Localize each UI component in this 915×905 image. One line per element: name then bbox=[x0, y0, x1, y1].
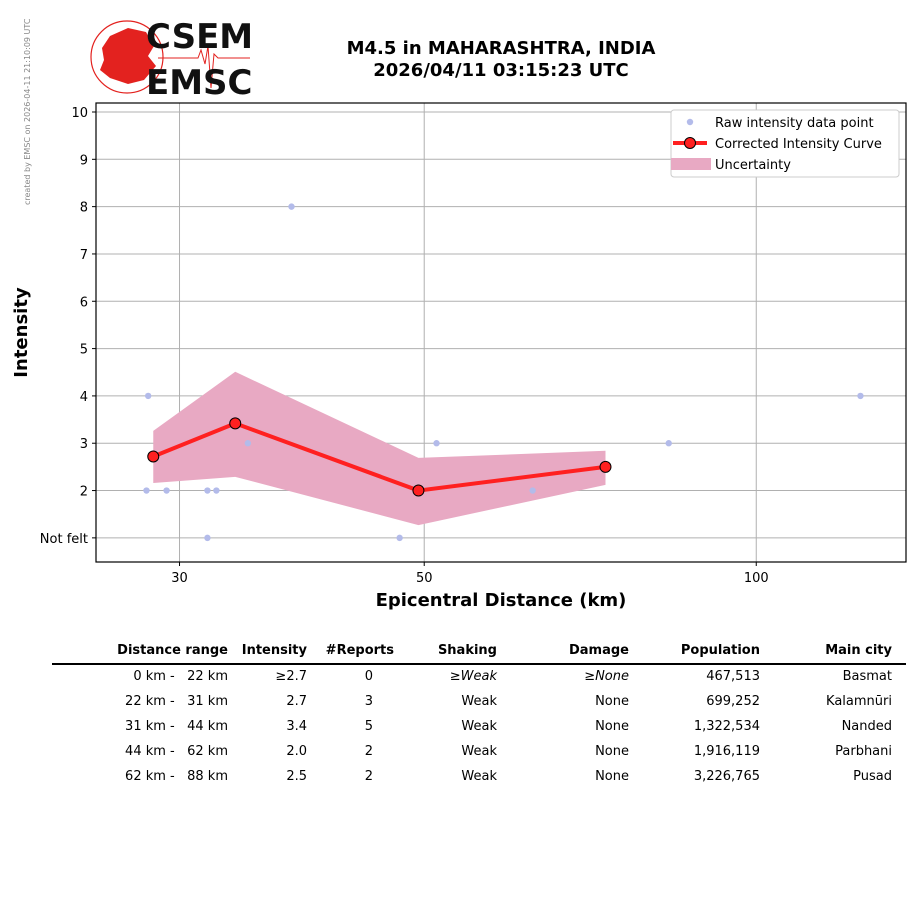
x-tick-label: 30 bbox=[171, 571, 188, 586]
raw-data-point bbox=[665, 440, 672, 447]
y-tick-label: 2 bbox=[80, 485, 88, 500]
table-cell: 1,322,534 bbox=[693, 719, 760, 734]
table-cell: 3,226,765 bbox=[693, 769, 760, 784]
table-cell: Kalamnūri bbox=[826, 694, 892, 709]
y-tick-label: 8 bbox=[80, 201, 88, 216]
raw-data-point bbox=[244, 440, 252, 447]
x-axis-label: Epicentral Distance (km) bbox=[376, 590, 627, 611]
column-header: Population bbox=[680, 643, 760, 658]
table-cell: 2.7 bbox=[286, 694, 307, 709]
raw-data-point bbox=[396, 534, 403, 542]
raw-data-point bbox=[433, 440, 440, 447]
table-cell: Weak bbox=[461, 719, 497, 734]
table-cell: 467,513 bbox=[706, 669, 760, 684]
y-tick-label: 6 bbox=[80, 295, 88, 310]
table-cell: 0 km - 22 km bbox=[133, 669, 228, 684]
raw-data-point bbox=[143, 487, 150, 494]
table-cell: 3.4 bbox=[286, 719, 307, 734]
table-cell: 31 km - 44 km bbox=[125, 719, 228, 734]
curve-point bbox=[599, 460, 612, 473]
legend-curve-marker bbox=[684, 137, 696, 149]
legend-raw-marker bbox=[686, 118, 694, 126]
column-header: Distance range bbox=[117, 643, 228, 658]
column-header: Intensity bbox=[241, 643, 307, 658]
legend-box bbox=[670, 109, 900, 178]
raw-data-point bbox=[163, 487, 170, 494]
raw-data-point bbox=[529, 487, 536, 494]
table-cell: 2 bbox=[364, 769, 373, 784]
y-tick-label: 3 bbox=[80, 437, 88, 452]
plot-frame bbox=[95, 102, 907, 563]
y-tick-label: 10 bbox=[71, 106, 88, 121]
table-cell: 2 bbox=[364, 744, 373, 759]
uncertainty-band bbox=[153, 371, 606, 526]
x-tick-label: 50 bbox=[416, 571, 433, 586]
table-cell: 5 bbox=[364, 719, 373, 734]
curve-point bbox=[147, 450, 160, 463]
table-cell: Nanded bbox=[841, 719, 892, 734]
table-cell: 2.5 bbox=[286, 769, 307, 784]
column-header: Shaking bbox=[437, 643, 497, 658]
legend-label: Raw intensity data point bbox=[715, 116, 874, 131]
legend-label: Corrected Intensity Curve bbox=[715, 137, 882, 152]
raw-data-point bbox=[144, 392, 152, 400]
column-header: Damage bbox=[568, 643, 629, 658]
table-cell: ≥2.7 bbox=[275, 669, 307, 684]
y-tick-label: 9 bbox=[80, 153, 88, 168]
column-header: #Reports bbox=[325, 643, 394, 658]
table-cell: 3 bbox=[364, 694, 373, 709]
table-cell: Weak bbox=[461, 694, 497, 709]
raw-data-point bbox=[204, 487, 211, 494]
y-tick-label: 4 bbox=[80, 390, 88, 405]
table-cell: Weak bbox=[461, 744, 497, 759]
legend-label: Uncertainty bbox=[715, 158, 791, 173]
table-cell: 2.0 bbox=[286, 744, 307, 759]
raw-data-point bbox=[213, 487, 220, 494]
raw-data-point bbox=[288, 203, 295, 210]
table-cell: ≥None bbox=[584, 669, 629, 684]
table-cell: Basmat bbox=[842, 669, 892, 684]
raw-data-point bbox=[204, 534, 211, 542]
table-cell: 1,916,119 bbox=[693, 744, 760, 759]
y-tick-label: 5 bbox=[80, 343, 88, 358]
chart-title: M4.5 in MAHARASHTRA, INDIA 2026/04/11 03… bbox=[300, 38, 702, 82]
y-axis-label: Intensity bbox=[11, 287, 32, 378]
table-cell: None bbox=[595, 769, 629, 784]
table-cell: Pusad bbox=[853, 769, 892, 784]
curve-point bbox=[412, 484, 425, 497]
y-tick-label: Not felt bbox=[40, 532, 88, 547]
table-cell: 22 km - 31 km bbox=[125, 694, 228, 709]
table-cell: None bbox=[595, 744, 629, 759]
table-header-rule bbox=[52, 663, 906, 665]
curve-point bbox=[229, 417, 242, 430]
table-cell: 44 km - 62 km bbox=[125, 744, 228, 759]
raw-data-point bbox=[857, 392, 864, 400]
legend-uncertainty-patch bbox=[671, 158, 711, 170]
table-cell: 0 bbox=[364, 669, 373, 684]
emsc-logo: CSEM EMSC bbox=[90, 18, 253, 98]
table-cell: 699,252 bbox=[706, 694, 760, 709]
svg-text:CSEM: CSEM bbox=[146, 18, 253, 57]
title-event: M4.5 in MAHARASHTRA, INDIA bbox=[346, 38, 656, 59]
title-datetime: 2026/04/11 03:15:23 UTC bbox=[373, 60, 629, 81]
intensity-chart: 30 50 100 Not felt 2 3 4 5 6 7 8 9 10 Epicentral Dist… bbox=[11, 102, 907, 611]
column-header: Main city bbox=[825, 643, 892, 658]
table-cell: Weak bbox=[461, 769, 497, 784]
svg-text:EMSC: EMSC bbox=[146, 63, 253, 98]
table-cell: None bbox=[595, 719, 629, 734]
x-tick-label: 100 bbox=[744, 571, 769, 586]
corrected-intensity-curve bbox=[152, 421, 606, 493]
table-cell: ≥Weak bbox=[449, 669, 497, 684]
y-tick-label: 7 bbox=[80, 248, 88, 263]
table-cell: Parbhani bbox=[835, 744, 892, 759]
table-cell: None bbox=[595, 694, 629, 709]
table-cell: 62 km - 88 km bbox=[125, 769, 228, 784]
